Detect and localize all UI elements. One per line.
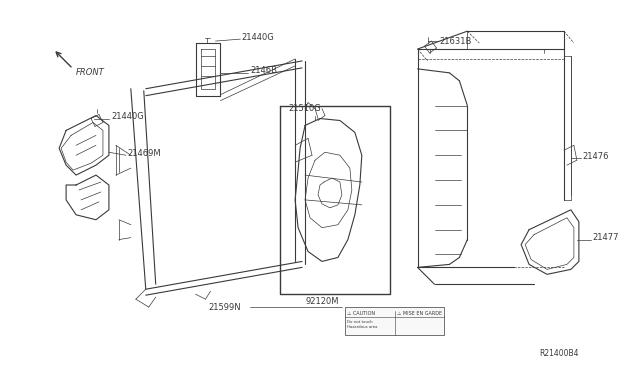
Text: 21476: 21476 [583,152,609,161]
Text: Do not touch
Hazardous area: Do not touch Hazardous area [347,320,378,328]
Text: ⚠ MISE EN GARDE: ⚠ MISE EN GARDE [397,311,442,316]
Text: 21440G: 21440G [241,33,274,42]
Text: 2146B: 2146B [250,66,277,76]
Text: ⚠ CAUTION: ⚠ CAUTION [347,311,375,316]
Text: 21599N: 21599N [209,302,241,312]
Text: FRONT: FRONT [76,68,105,77]
Text: 21631B: 21631B [440,36,472,46]
Text: 21440G: 21440G [111,112,143,121]
Text: 92120M: 92120M [305,296,339,306]
Text: 21477: 21477 [593,233,620,242]
Bar [345,307,444,335]
Text: R21400B4: R21400B4 [539,349,579,358]
Text: 21510G: 21510G [288,104,321,113]
Text: 21469M: 21469M [128,149,161,158]
